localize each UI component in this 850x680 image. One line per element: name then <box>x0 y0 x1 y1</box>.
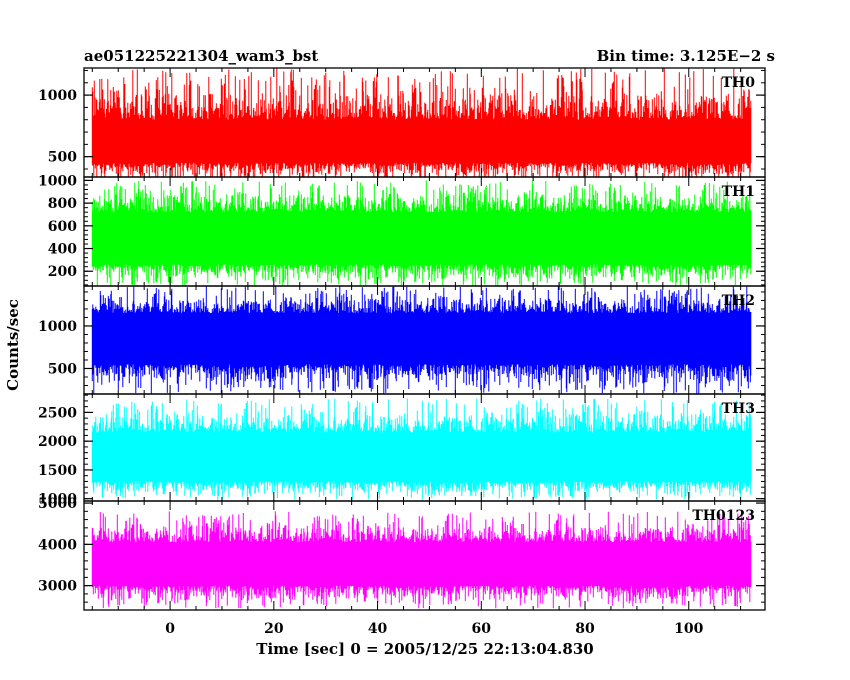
panel-th0123: 3000 4000 5000 TH0123 <box>38 496 766 611</box>
y-tick-label: 2500 <box>38 405 77 421</box>
x-tick-label: 60 <box>472 621 492 637</box>
x-tick-label: 0 <box>165 621 175 637</box>
x-axis-ticks: 0 20 40 60 80 100 <box>165 621 703 637</box>
chart-panels: 500 1000 TH0 200 400 600 800 1000 TH1 500 1000 TH2 1… <box>38 67 766 611</box>
y-tick-label: 500 <box>48 150 77 166</box>
series-trace-th3 <box>91 398 752 500</box>
y-tick-label: 1000 <box>38 319 77 335</box>
panel-label-th1: TH1 <box>722 184 755 200</box>
y-tick-label: 1000 <box>38 492 77 508</box>
y-tick-label: 5000 <box>38 496 77 512</box>
y-tick-label: 200 <box>48 264 77 280</box>
y-tick-label: 1000 <box>38 88 77 104</box>
series-trace-th0123 <box>91 511 752 609</box>
panel-label-th0: TH0 <box>722 75 756 91</box>
x-tick-label: 40 <box>368 621 388 637</box>
y-tick-label: 800 <box>48 196 77 212</box>
y-tick-label: 4000 <box>38 537 77 553</box>
panel-label-th3: TH3 <box>722 401 755 417</box>
series-trace-th2 <box>91 286 752 394</box>
series-trace-th0 <box>91 68 752 177</box>
y-tick-label: 2000 <box>38 434 77 450</box>
y-tick-label: 500 <box>48 361 77 377</box>
chart-title: ae051225221304_wam3_bst <box>84 47 318 65</box>
panel-th2: 500 1000 TH2 <box>38 285 766 395</box>
panel-label-th0123: TH0123 <box>692 508 755 524</box>
panel-th1: 200 400 600 800 1000 TH1 <box>38 173 766 287</box>
x-tick-label: 80 <box>575 621 595 637</box>
panel-th0: 500 1000 TH0 <box>38 67 766 178</box>
y-tick-label: 400 <box>48 242 77 258</box>
y-tick-label: 600 <box>48 219 77 235</box>
x-axis-label: Time [sec] 0 = 2005/12/25 22:13:04.830 <box>256 640 593 658</box>
y-tick-label: 1500 <box>38 463 77 479</box>
y-tick-label: 1000 <box>38 173 77 189</box>
bin-time-label: Bin time: 3.125E−2 s <box>597 47 775 65</box>
y-tick-label: 3000 <box>38 579 77 595</box>
x-tick-label: 20 <box>264 621 284 637</box>
y-axis-label: Counts/sec <box>4 299 22 391</box>
x-tick-label: 100 <box>674 621 703 637</box>
panel-th3: 1000 1500 2000 2500 TH3 <box>38 393 766 508</box>
series-trace-th1 <box>91 180 752 286</box>
panel-label-th2: TH2 <box>722 293 755 309</box>
panel-frame <box>83 500 766 611</box>
